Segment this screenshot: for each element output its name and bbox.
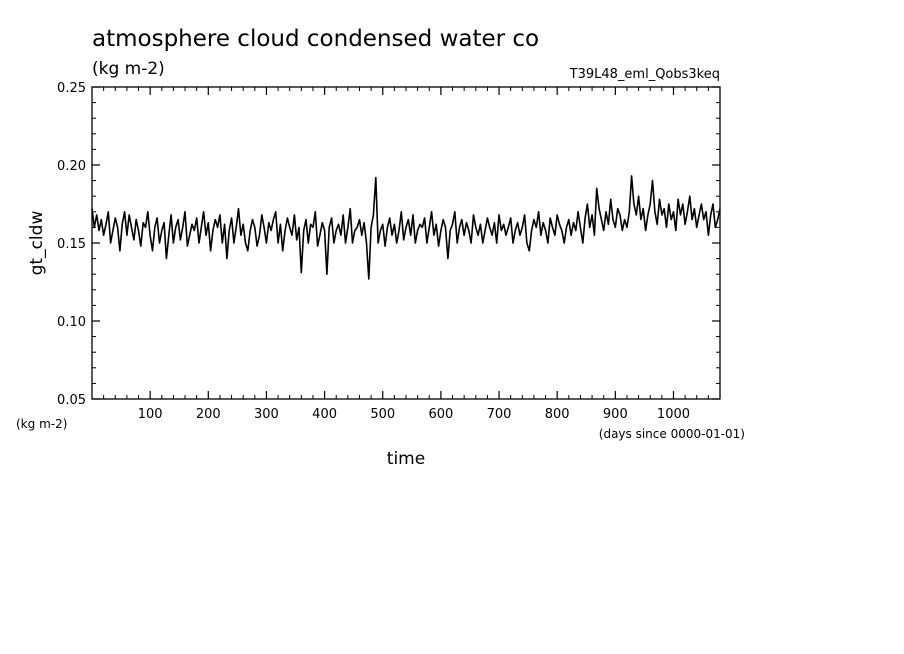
run-label: T39L48_eml_Qobs3keq [569,67,720,82]
x-tick-label: 400 [312,407,337,422]
x-tick-label: 600 [428,407,453,422]
x-tick-label: 300 [254,407,279,422]
y-tick-label: 0.25 [57,81,86,96]
plot-border [91,86,721,400]
x-tick-label: 700 [487,407,512,422]
x-tick-label: 1000 [657,407,690,422]
y-tick-label: 0.10 [57,315,86,330]
y-tick-label: 0.20 [57,159,86,174]
x-tick-label: 900 [603,407,628,422]
y-axis-minor-ticks [92,86,720,400]
y-axis-units: (kg m-2) [16,417,67,431]
x-tick-label: 800 [545,407,570,422]
y-tick-label: 0.15 [57,237,86,252]
x-tick-label: 100 [138,407,163,422]
x-axis-ticks: 100 200 300 400 500 600 700 800 900 1000 [138,87,690,422]
x-tick-label: 500 [370,407,395,422]
y-axis-ticks: 0.05 0.10 0.15 0.20 0.25 [57,81,720,408]
y-axis-label: gt_cldw [27,211,47,276]
x-axis-label: time [387,449,425,469]
series-line-gt-cldw [91,175,721,280]
x-tick-label: 200 [196,407,221,422]
chart-subtitle: (kg m-2) [92,59,165,79]
chart-title: atmosphere cloud condensed water co [92,26,539,52]
plot-area [91,86,721,400]
x-axis-minor-ticks [103,87,709,399]
y-tick-label: 0.05 [57,393,86,408]
x-axis-units: (days since 0000-01-01) [599,427,745,441]
